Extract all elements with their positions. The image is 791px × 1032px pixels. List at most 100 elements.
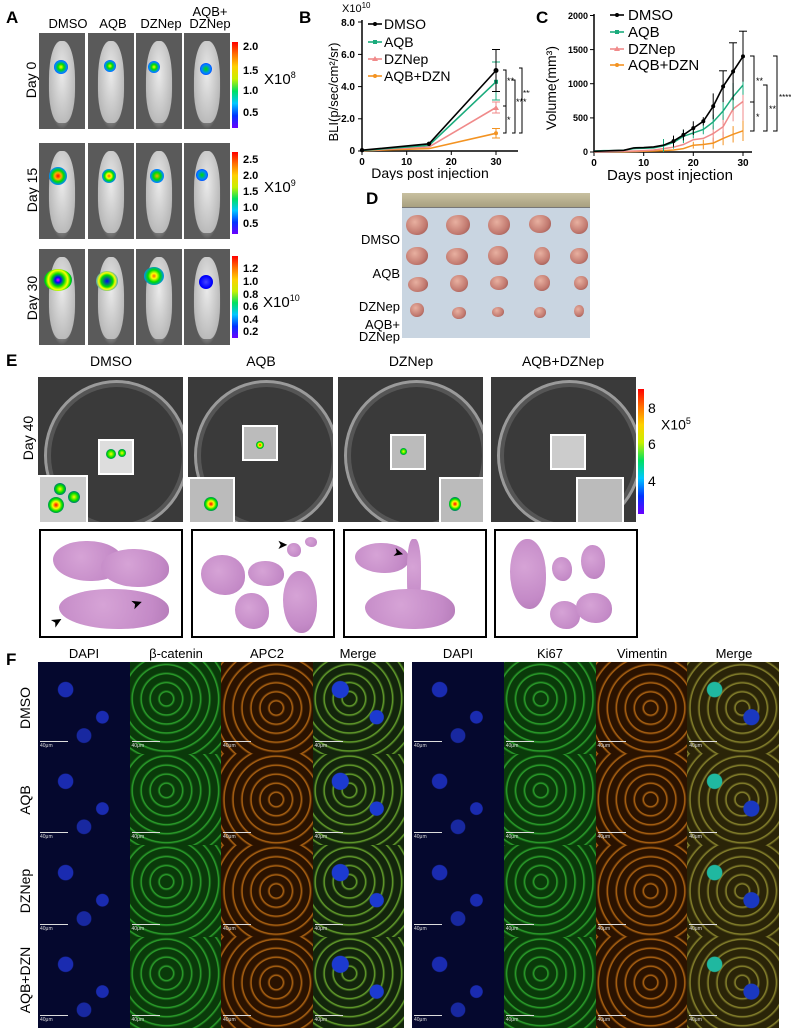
chart-b-y-label: BLI(p/sec/cm²/sr) (326, 43, 341, 142)
panel-d-row-label-dmso: DMSO (361, 232, 400, 247)
if-image-dznep-merge: 40μm (687, 845, 779, 937)
panel-a-col-label-aqb-dznep-line1: AQB+ (192, 4, 228, 19)
mouse-image-day15-aqb-dznep (184, 143, 230, 239)
ruler (402, 193, 590, 208)
svg-text:**: ** (756, 76, 764, 86)
he-section-dznep: ➤ (343, 529, 487, 638)
roi-box (98, 439, 134, 475)
svg-text:0: 0 (359, 157, 365, 168)
scale-bar: 40μm (131, 1015, 160, 1023)
panel-f-row-label-aqb-dzn: AQB+DZN (17, 946, 33, 1014)
if-image-dmso-dapi: 40μm (38, 662, 130, 754)
panel-letter-f: F (6, 650, 17, 669)
chart-c-x-label: Days post injection (607, 167, 733, 184)
cb-tick: 8 (648, 400, 656, 416)
chart-b-legend: DMSO AQB DZNep AQB+DZN (368, 16, 451, 84)
scale-bar: 40μm (40, 832, 68, 840)
chart-c-y-label: Volume(mm³) (543, 46, 559, 130)
panel-a-row-label-day15: Day 15 (24, 167, 40, 213)
cb-tick: 4 (648, 473, 656, 489)
svg-text:2000: 2000 (568, 11, 588, 21)
svg-text:DMSO: DMSO (384, 16, 426, 32)
if-image-aqb-dapi: 40μm (38, 753, 130, 845)
svg-text:DMSO: DMSO (628, 7, 673, 24)
if-image-aqb-dzn-beta-catenin: 40μm (129, 936, 221, 1028)
svg-text:10: 10 (401, 157, 413, 168)
colorbar-exponent-day30: X1010 (263, 293, 300, 311)
scale-bar: 40μm (414, 740, 442, 749)
inset-zoom (188, 477, 235, 522)
scale-bar: 40μm (223, 923, 251, 932)
panel-e-row-label-day40: Day 40 (20, 415, 36, 461)
mouse-image-day0-aqb (88, 33, 134, 129)
scale-bar: 40μm (223, 1015, 251, 1023)
scale-bar: 40μm (131, 832, 160, 840)
if-image-aqb-dzn-merge: 40μm (687, 936, 779, 1028)
mouse-image-day0-dznep (136, 33, 182, 129)
if-image-aqb-vimentin: 40μm (595, 753, 688, 845)
panel-f-col-label-apc2: APC2 (250, 646, 284, 661)
chart-b-significance-labels: ** * *** **** (507, 76, 530, 125)
panel-a-col-label-aqb: AQB (99, 16, 127, 31)
svg-text:0: 0 (583, 147, 588, 157)
svg-text:2.0: 2.0 (341, 114, 355, 125)
if-image-aqb-merge: 40μm (687, 753, 779, 845)
scale-bar: 40μm (505, 740, 534, 749)
svg-text:DZNep: DZNep (628, 41, 676, 58)
chart-c-significance-brackets (750, 55, 778, 132)
svg-text:AQB: AQB (628, 24, 660, 41)
mouse-image-day15-aqb (88, 143, 134, 239)
panel-f-col-label-vimentin: Vimentin (616, 646, 668, 661)
scale-bar: 40μm (223, 832, 251, 840)
scale-bar: 40μm (40, 740, 68, 749)
he-section-aqb: ➤ (191, 529, 335, 638)
chart-b-x-label: Days post injection (371, 165, 489, 180)
if-image-dmso-merge: 40μm (687, 662, 779, 754)
cb-tick: 2.5 (243, 154, 259, 166)
cb-tick: 2.0 (243, 170, 259, 182)
if-image-aqb-apc2: 40μm (221, 753, 313, 845)
svg-text:30: 30 (737, 158, 749, 169)
panel-f-col-label-dapi-right: DAPI (442, 646, 474, 661)
panel-a-colorbar-day30 (232, 256, 238, 338)
if-image-aqb-dzn-apc2: 40μm (221, 936, 313, 1028)
mouse-image-day0-aqb-dznep (184, 33, 230, 129)
panel-f-col-label-dapi-left: DAPI (68, 646, 100, 661)
cb-tick: 1.5 (243, 186, 259, 198)
svg-text:0: 0 (591, 158, 597, 169)
scale-bar: 40μm (314, 923, 343, 932)
if-image-aqb-ki67: 40μm (503, 753, 596, 845)
svg-text:6.0: 6.0 (341, 50, 355, 61)
if-image-aqb-merge: 40μm (312, 753, 404, 845)
if-image-dznep-vimentin: 40μm (595, 845, 688, 937)
panel-a-colorbar-day0 (232, 42, 238, 128)
mouse-image-day30-aqb-dznep (184, 249, 230, 345)
panel-letter-e: E (6, 351, 18, 370)
he-section-dmso: ➤ ➤ (39, 529, 183, 638)
scale-bar: 40μm (131, 923, 160, 932)
if-image-dznep-apc2: 40μm (221, 845, 313, 937)
scale-bar: 40μm (689, 832, 718, 840)
chart-b-bli: X1010 0 2.0 4.0 6.0 8.0 0 10 20 30 Days … (326, 1, 530, 180)
colorbar-exponent-day15: X109 (264, 178, 296, 196)
svg-text:****: **** (779, 93, 791, 102)
svg-text:10: 10 (638, 158, 650, 169)
panel-f-col-label-merge-right: Merge (715, 646, 753, 661)
scale-bar: 40μm (597, 923, 626, 932)
cb-tick: 0.4 (243, 314, 259, 326)
chart-c-y-ticks: 0 500 1000 1500 2000 (568, 11, 594, 157)
panel-f-col-label-ki67: Ki67 (536, 646, 564, 661)
scale-bar: 40μm (314, 740, 343, 749)
scale-bar: 40μm (314, 832, 343, 840)
svg-text:1000: 1000 (568, 79, 588, 89)
svg-text:4.0: 4.0 (341, 82, 355, 93)
panel-letter-a: A (6, 8, 19, 27)
if-image-dznep-ki67: 40μm (503, 845, 596, 937)
panel-a-row-label-day30: Day 30 (24, 275, 40, 321)
cb-tick: 1.5 (243, 65, 259, 77)
svg-text:*: * (507, 115, 511, 125)
if-image-aqb-dzn-merge: 40μm (312, 936, 404, 1028)
svg-text:***: *** (516, 97, 527, 107)
scale-bar: 40μm (414, 1015, 442, 1023)
svg-text:**: ** (507, 76, 515, 86)
